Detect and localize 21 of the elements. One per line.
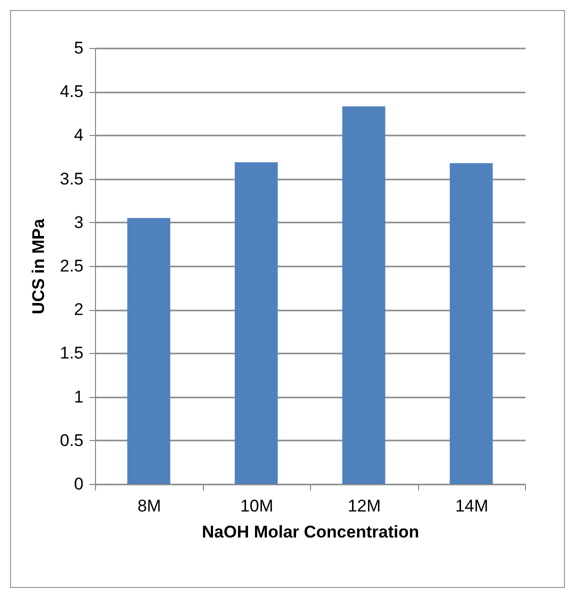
x-tick-label: 10M bbox=[240, 496, 274, 516]
y-tick-label: 0.5 bbox=[60, 430, 84, 450]
y-tick-label: 3 bbox=[74, 212, 84, 232]
bar bbox=[234, 162, 278, 484]
x-tick-label: 14M bbox=[455, 496, 488, 516]
y-tick-label: 5 bbox=[74, 38, 84, 58]
y-tick-label: 2.5 bbox=[60, 256, 84, 276]
y-tick-label: 4 bbox=[74, 126, 84, 145]
y-tick-label: 1.5 bbox=[60, 344, 84, 363]
x-tick-label: 12M bbox=[348, 496, 381, 516]
bar bbox=[450, 163, 493, 484]
y-tick-label: 4.5 bbox=[60, 82, 84, 102]
y-tick-label: 1 bbox=[74, 387, 84, 406]
y-tick-label: 0 bbox=[74, 474, 84, 494]
x-tick-label: 8M bbox=[137, 496, 162, 516]
bar bbox=[127, 218, 170, 484]
bar bbox=[342, 106, 386, 484]
x-axis-title: NaOH Molar Concentration bbox=[202, 522, 420, 542]
y-tick-label: 2 bbox=[74, 300, 84, 320]
y-tick-label: 3.5 bbox=[60, 169, 84, 188]
y-axis-title: UCS in MPa bbox=[28, 218, 48, 314]
